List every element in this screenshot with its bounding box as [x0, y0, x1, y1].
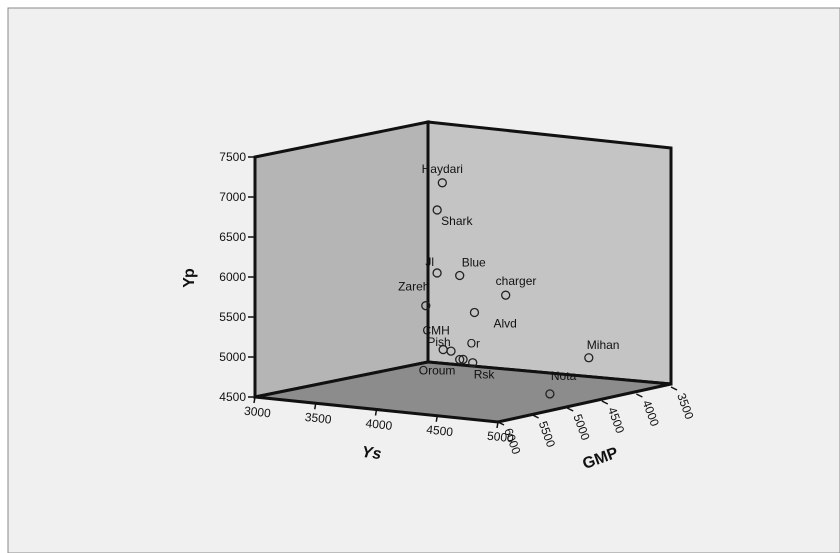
z-tick [670, 386, 678, 391]
point-label: Nota [551, 369, 577, 383]
point-label: Mihan [587, 338, 620, 352]
point-label: Oroum [419, 363, 456, 377]
y-tick-label: 5000 [219, 350, 246, 364]
floor [254, 360, 672, 424]
z-tick [601, 400, 609, 405]
data-point-zareh [421, 301, 431, 311]
point-label: Blue [462, 256, 486, 270]
data-point-charger [501, 290, 511, 300]
point-label: Jl [425, 255, 434, 269]
data-point-shark [432, 205, 442, 215]
point-label: Shark [441, 214, 473, 228]
x-tick-label: 4500 [426, 422, 454, 439]
point-label: CMH [423, 324, 450, 338]
point-label: charger [496, 274, 537, 288]
z-tick [497, 421, 505, 426]
x-tick [314, 403, 317, 410]
x-tick-label: 4000 [365, 416, 393, 433]
z-tick [566, 407, 574, 412]
y-axis-label: Yp [181, 268, 198, 288]
side-wall [426, 120, 673, 386]
point-label: Rsk [474, 368, 496, 382]
y-tick-label: 7500 [219, 150, 246, 164]
data-point-jl [432, 268, 442, 278]
data-point-or [455, 354, 465, 365]
x-tick-label: 3500 [304, 410, 332, 427]
data-point-oroum [458, 354, 468, 365]
z-tick [636, 393, 643, 398]
point-label: Or [467, 337, 480, 351]
data-point-cmh [438, 344, 448, 355]
back-wall [253, 120, 430, 399]
y-tick-label: 7000 [219, 190, 246, 204]
x-tick [435, 415, 438, 422]
data-point-rsk [468, 358, 478, 368]
y-tick-label: 6500 [219, 230, 246, 244]
data-point-blue [455, 270, 465, 281]
point-label: Zareh [398, 280, 429, 294]
x-axis-label: Ys [361, 444, 383, 463]
x-tick [496, 421, 499, 429]
x-tick [253, 396, 256, 404]
z-tick [532, 414, 539, 419]
data-point-nota [545, 389, 555, 399]
y-tick-label: 5500 [219, 310, 246, 324]
x-tick [374, 409, 378, 416]
y-tick-label: 4500 [219, 390, 246, 404]
x-tick-label: 5000 [486, 429, 514, 446]
point-label: Alvd [493, 316, 516, 330]
y-tick-label: 6000 [219, 270, 246, 284]
chart-3d-box [253, 120, 673, 424]
x-tick-label: 3000 [243, 404, 271, 421]
data-point-alvd [469, 307, 480, 318]
y-axis: 4500 5000 5500 6000 6500 7000 7500 [219, 150, 255, 404]
point-label: Haydari [422, 162, 463, 176]
data-point-haydari [437, 178, 447, 188]
x-axis: 3000 3500 4000 4500 5000 [243, 396, 515, 446]
data-point-mihan [584, 353, 594, 363]
